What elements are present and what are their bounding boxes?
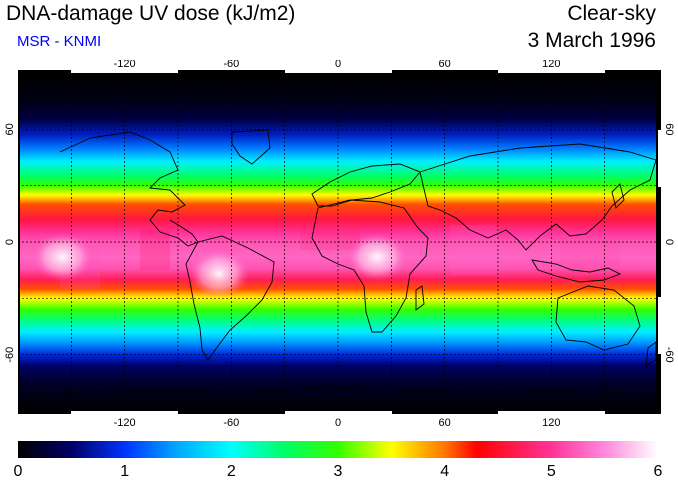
japan-outline bbox=[611, 183, 625, 209]
sky-condition-label: Clear-sky bbox=[567, 2, 656, 25]
graticule bbox=[18, 73, 658, 411]
side-frame-bars bbox=[18, 70, 661, 414]
lat-tick-label-right: -60 bbox=[663, 347, 675, 363]
lon-tick-label-top: -60 bbox=[223, 60, 239, 70]
indonesia-outline bbox=[531, 259, 622, 283]
lat-tick-label-right: 60 bbox=[663, 123, 675, 135]
colorbar: 0 1 2 3 4 5 6 bbox=[14, 441, 663, 480]
lat-tick-label-left: 0 bbox=[4, 239, 16, 245]
colorbar-gradient bbox=[18, 441, 658, 458]
bottom-frame-strip bbox=[18, 411, 658, 414]
lat-tick-label-left: -60 bbox=[4, 347, 16, 363]
source-label: MSR - KNMI bbox=[17, 33, 102, 50]
colorbar-tick-label: 5 bbox=[547, 463, 556, 480]
lon-tick-label-bottom: -60 bbox=[223, 417, 239, 429]
continent-outlines bbox=[18, 129, 658, 397]
lon-tick-label-top: 60 bbox=[439, 60, 451, 70]
lon-tick-label-bottom: 60 bbox=[439, 417, 451, 429]
lon-tick-label-top: 0 bbox=[335, 60, 341, 70]
lat-tick-label-right: 0 bbox=[663, 239, 675, 245]
colorbar-tick-label: 2 bbox=[227, 463, 236, 480]
europe-outline bbox=[311, 163, 421, 207]
australia-outline bbox=[555, 285, 641, 351]
lon-tick-label-bottom: -120 bbox=[114, 417, 136, 429]
antarctica-outline bbox=[18, 387, 658, 397]
date-label: 3 March 1996 bbox=[527, 29, 656, 52]
colorbar-tick-label: 0 bbox=[14, 463, 23, 480]
colorbar-tick-label: 4 bbox=[440, 463, 449, 480]
lon-tick-label-top: 120 bbox=[542, 60, 560, 70]
lat-tick-label-left: 60 bbox=[4, 123, 16, 135]
south-america-outline bbox=[185, 235, 275, 361]
hotspot-andes-altiplano bbox=[188, 249, 249, 298]
madagascar-outline bbox=[415, 285, 425, 311]
uv-dose-map: -120 -120 -60 -60 0 0 60 60 120 120 60 60 0 0 -60 -60 bbox=[4, 60, 675, 429]
top-frame-strip bbox=[18, 70, 658, 73]
lon-tick-label-bottom: 120 bbox=[542, 417, 560, 429]
colorbar-tick-label: 6 bbox=[654, 463, 663, 480]
north-america-outline bbox=[59, 131, 199, 247]
colorbar-tick-label: 3 bbox=[334, 463, 343, 480]
hotspot-pacific-west bbox=[32, 233, 93, 282]
lon-tick-label-bottom: 0 bbox=[335, 417, 341, 429]
map-title: DNA-damage UV dose (kJ/m2) bbox=[6, 2, 296, 25]
africa-outline bbox=[311, 199, 429, 333]
hotspot-central-africa bbox=[347, 233, 408, 282]
lon-tick-label-top: -120 bbox=[114, 60, 136, 70]
colorbar-tick-label: 1 bbox=[120, 463, 129, 480]
greenland-outline bbox=[231, 129, 271, 165]
asia-outline bbox=[419, 143, 657, 251]
